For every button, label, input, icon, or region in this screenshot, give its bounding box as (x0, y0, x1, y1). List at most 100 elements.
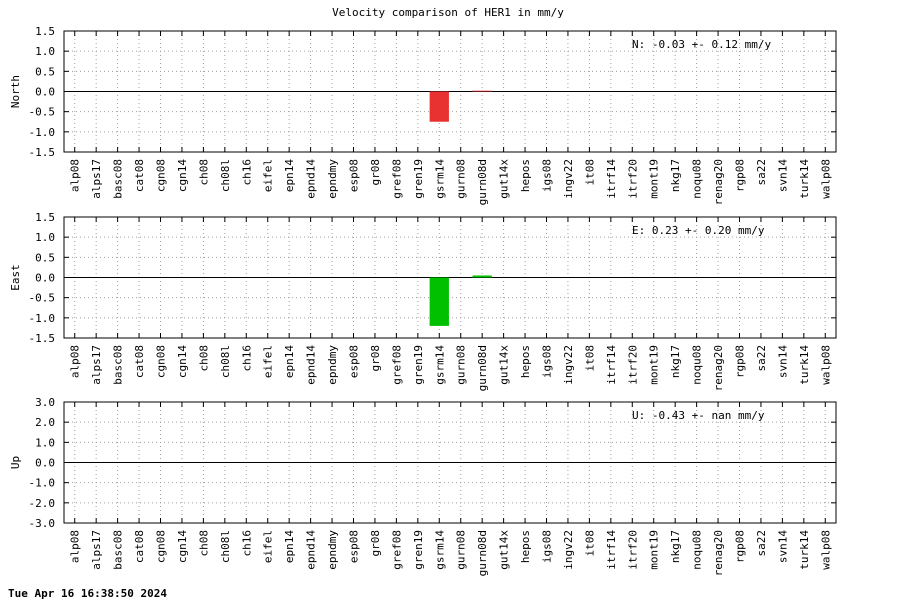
x-tick-label: hepos (519, 530, 532, 563)
plot-frame (63, 401, 837, 524)
x-tick-label: noqu08 (691, 345, 704, 385)
x-tick-label: alps17 (90, 530, 103, 570)
x-tick-label: esp08 (348, 345, 361, 378)
x-tick-label: rgp08 (734, 345, 747, 378)
y-axis-label: Up (9, 456, 22, 469)
x-tick-label: alps17 (90, 345, 103, 385)
x-tick-label: epndmy (326, 345, 339, 385)
x-tick-label: eifel (262, 530, 275, 563)
x-tick-label: ch08l (219, 530, 232, 563)
x-tick-label: gurn08 (455, 345, 468, 385)
x-tick-label: eifel (262, 159, 275, 192)
x-tick-label: turk14 (798, 159, 811, 199)
x-tick-label: itrf14 (605, 345, 618, 385)
x-tick-label: noqu08 (691, 530, 704, 570)
x-tick-label: ch16 (240, 345, 253, 372)
figure-title: Velocity comparison of HER1 in mm/y (332, 6, 564, 19)
x-tick-label: nkg17 (669, 345, 682, 378)
y-tick-label: -0.5 (29, 106, 56, 119)
x-tick-label: sa22 (755, 159, 768, 186)
x-tick-label: esp08 (348, 530, 361, 563)
x-tick-label: it08 (583, 530, 596, 557)
x-tick-label: renag20 (712, 530, 725, 576)
x-tick-label: ch08l (219, 159, 232, 192)
x-tick-label: igs08 (541, 159, 554, 192)
bar (429, 91, 449, 122)
x-tick-label: ch08l (219, 345, 232, 378)
x-tick-label: it08 (583, 159, 596, 186)
plot-frame (63, 30, 837, 153)
x-tick-label: svn14 (776, 159, 789, 192)
y-tick-label: -1.0 (29, 126, 56, 139)
x-tick-label: sa22 (755, 345, 768, 372)
bar (472, 90, 492, 92)
x-tick-label: gsrm14 (433, 345, 446, 385)
x-tick-label: cat08 (133, 530, 146, 563)
x-tick-label: ch08 (197, 159, 210, 186)
x-tick-label: turk14 (798, 345, 811, 385)
x-tick-label: itrf20 (626, 345, 639, 385)
x-tick-label: ch08 (197, 345, 210, 372)
x-tick-label: walp08 (819, 530, 832, 570)
x-tick-label: hepos (519, 345, 532, 378)
x-tick-label: renag20 (712, 159, 725, 205)
annotation: U: -0.43 +- nan mm/y (632, 409, 765, 422)
y-tick-label: 0.0 (35, 457, 55, 470)
x-tick-label: cgn14 (176, 530, 189, 563)
x-tick-label: mont19 (648, 530, 661, 570)
x-tick-label: alp08 (69, 159, 82, 192)
x-tick-label: gr08 (369, 159, 382, 186)
x-tick-label: nkg17 (669, 159, 682, 192)
x-tick-label: cgn08 (155, 159, 168, 192)
x-tick-label: turk14 (798, 530, 811, 570)
x-tick-label: gurn08 (455, 530, 468, 570)
y-tick-label: -1.5 (29, 332, 56, 345)
y-tick-label: -3.0 (29, 517, 56, 530)
x-tick-label: gren19 (412, 159, 425, 199)
x-tick-label: gsrm14 (433, 530, 446, 570)
y-tick-label: 1.0 (35, 45, 55, 58)
x-tick-label: rgp08 (734, 530, 747, 563)
y-tick-label: -1.0 (29, 312, 56, 325)
annotation: E: 0.23 +- 0.20 mm/y (632, 224, 765, 237)
x-tick-label: ch16 (240, 159, 253, 186)
x-tick-label: gsrm14 (433, 159, 446, 199)
x-tick-label: eifel (262, 345, 275, 378)
x-tick-label: itrf14 (605, 159, 618, 199)
x-tick-label: gren19 (412, 345, 425, 385)
x-tick-label: gurn08 (455, 159, 468, 199)
plot-frame (63, 216, 837, 339)
x-tick-label: alps17 (90, 159, 103, 199)
x-tick-label: nkg17 (669, 530, 682, 563)
bar (429, 277, 449, 326)
x-tick-label: walp08 (819, 159, 832, 199)
x-tick-label: gren19 (412, 530, 425, 570)
x-tick-label: mont19 (648, 345, 661, 385)
x-tick-label: epn14 (283, 530, 296, 563)
x-tick-label: hepos (519, 159, 532, 192)
x-tick-label: epndmy (326, 530, 339, 570)
x-tick-label: it08 (583, 345, 596, 372)
x-tick-label: igs08 (541, 345, 554, 378)
x-tick-label: svn14 (776, 345, 789, 378)
x-tick-label: gref08 (390, 159, 403, 199)
x-tick-label: gref08 (390, 345, 403, 385)
x-tick-label: walp08 (819, 345, 832, 385)
x-tick-label: basc08 (112, 159, 125, 199)
timestamp: Tue Apr 16 16:38:50 2024 (8, 587, 167, 600)
x-tick-label: igs08 (541, 530, 554, 563)
x-tick-label: gref08 (390, 530, 403, 570)
x-tick-label: gut14x (498, 530, 511, 570)
x-tick-label: gut14x (498, 345, 511, 385)
x-tick-label: itrf14 (605, 530, 618, 570)
y-tick-label: -2.0 (29, 497, 56, 510)
annotation: N: -0.03 +- 0.12 mm/y (632, 38, 771, 51)
x-tick-label: basc08 (112, 530, 125, 570)
x-tick-label: gurn08d (476, 530, 489, 576)
x-tick-label: epndmy (326, 159, 339, 199)
x-tick-label: gr08 (369, 530, 382, 557)
x-tick-label: cat08 (133, 159, 146, 192)
y-tick-label: 2.0 (35, 416, 55, 429)
